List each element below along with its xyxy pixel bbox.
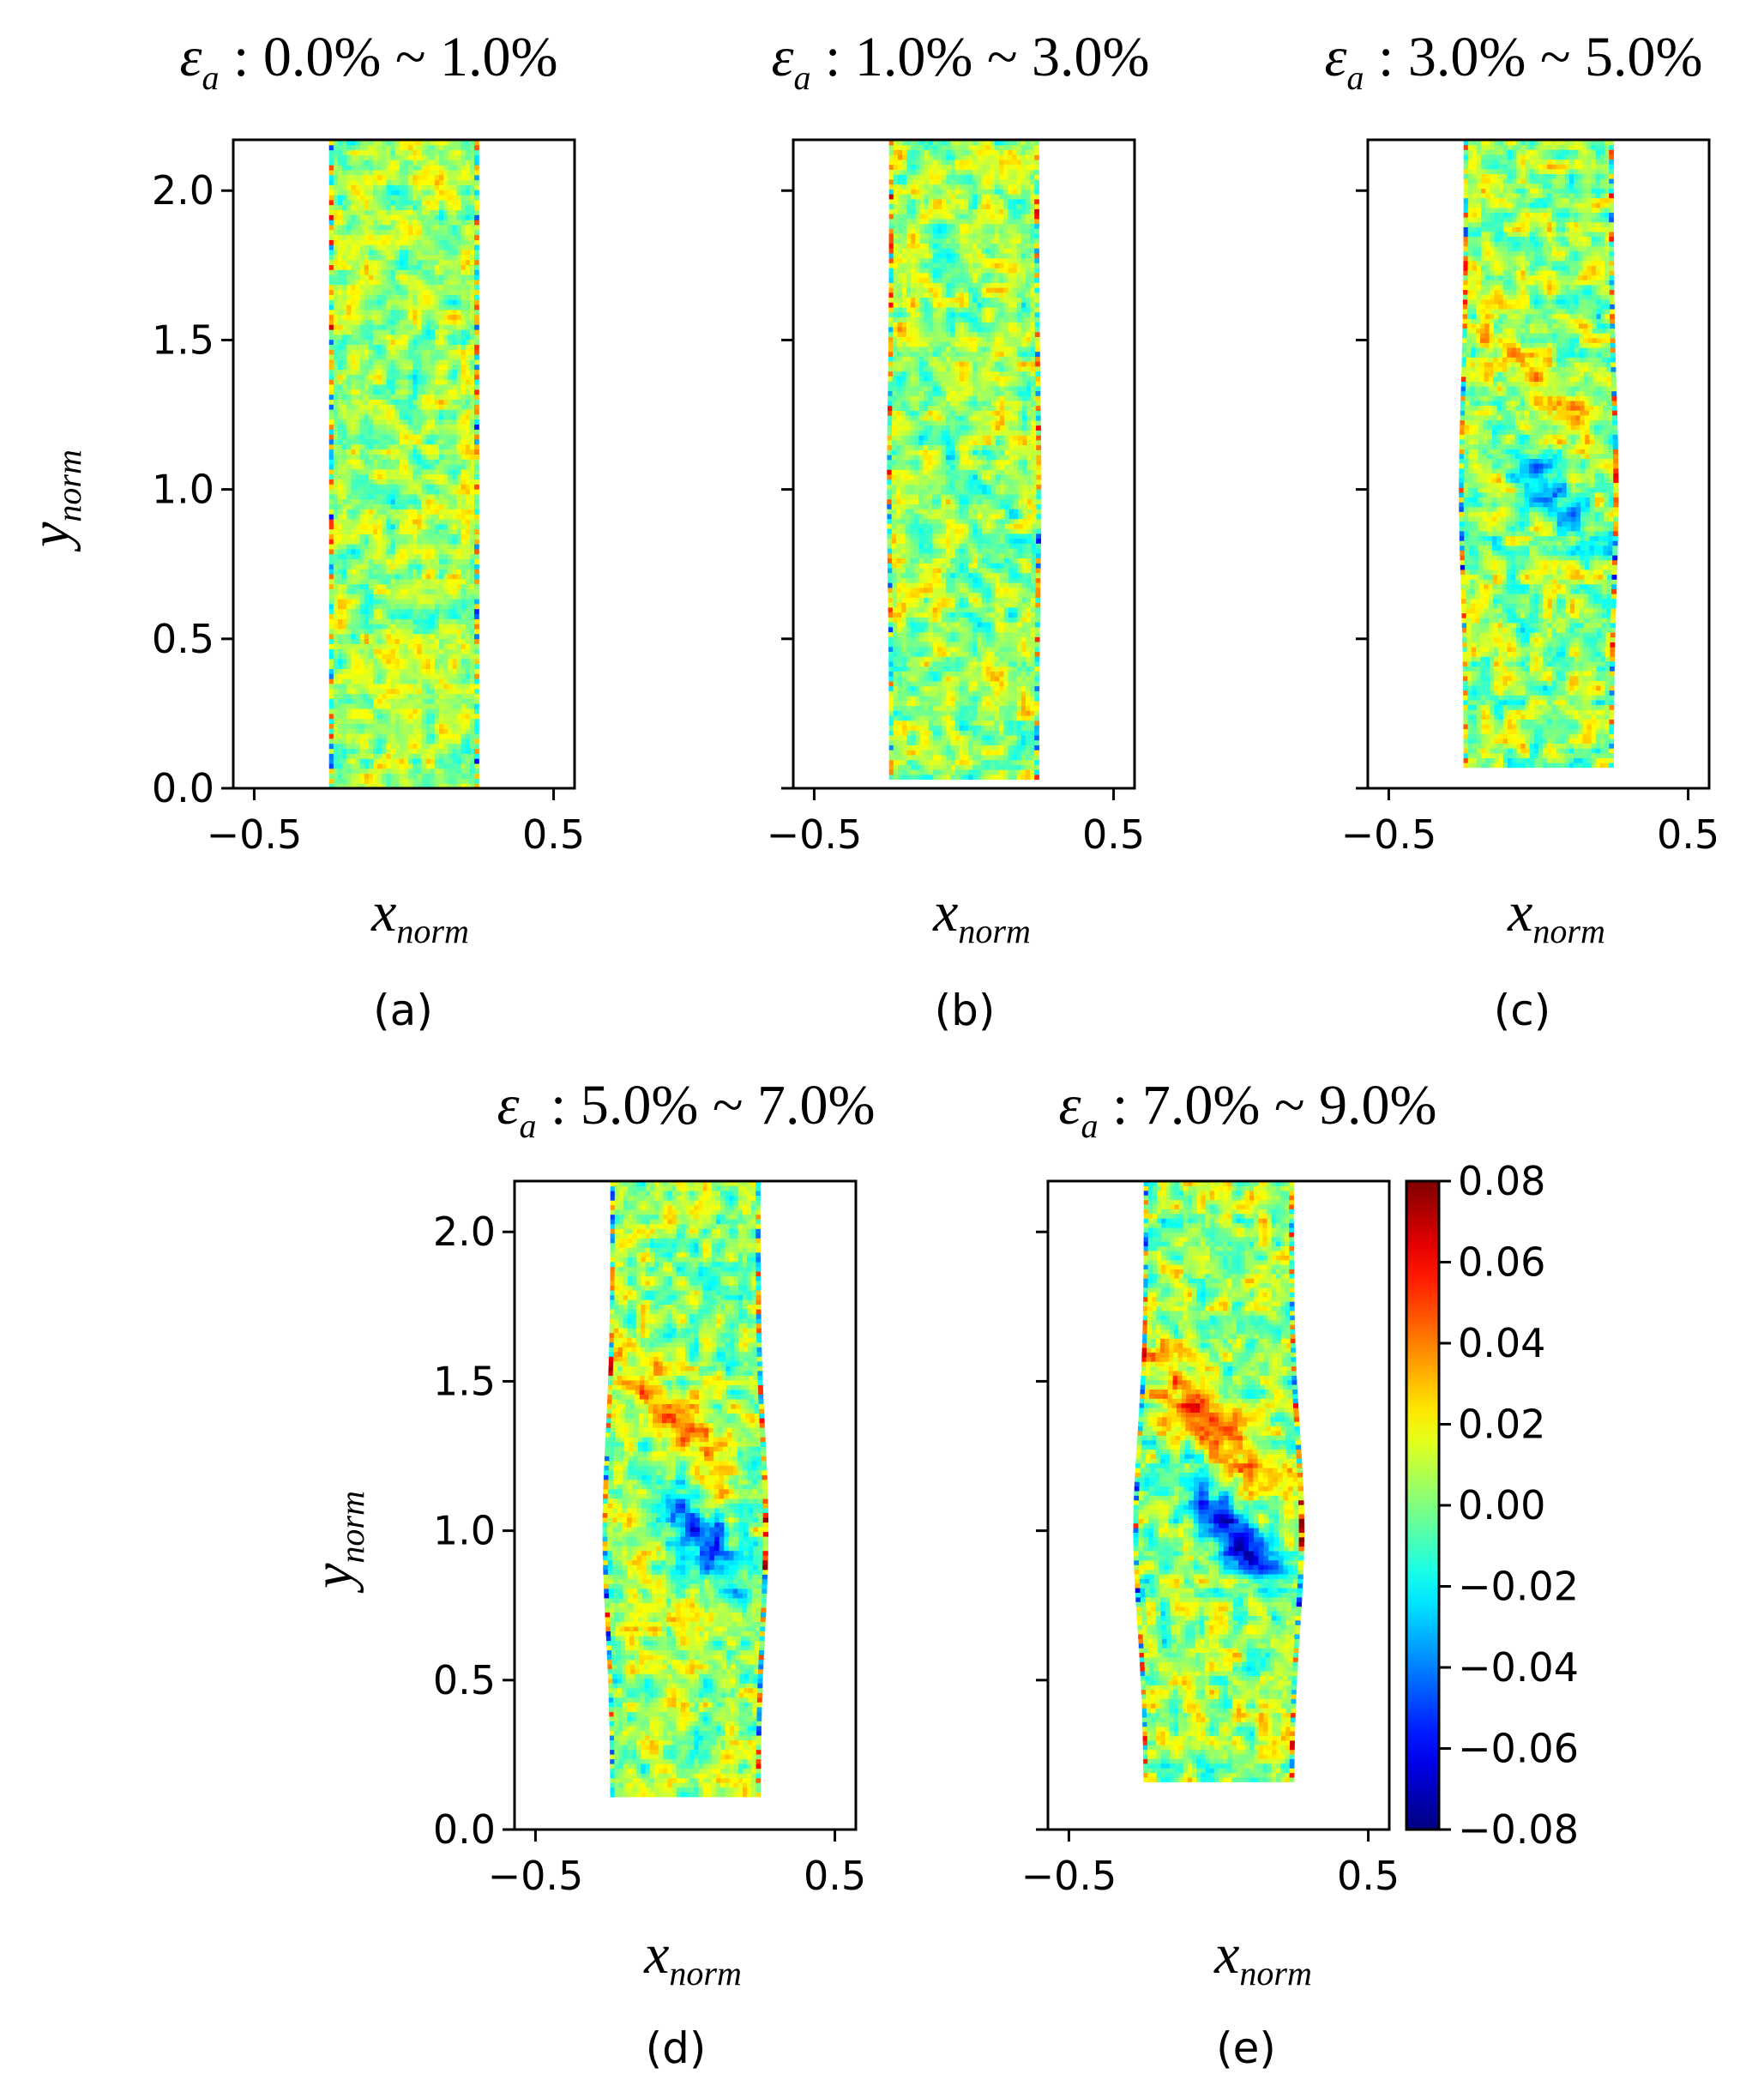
x-tick-label: −0.5: [488, 1853, 584, 1899]
epsilon-subscript: a: [1081, 1106, 1099, 1145]
strain-field: [1133, 1181, 1305, 1782]
strain-field: [602, 1181, 769, 1798]
x-tick-label: −0.5: [1341, 811, 1437, 858]
y-tick-label: 0.5: [433, 1657, 496, 1703]
colorbar-tick-label: −0.08: [1458, 1806, 1579, 1853]
panel-b: −0.5 0.5 xnorm εa : 1.0% ~ 3.0% (b): [767, 26, 1150, 1035]
strain-field: [887, 140, 1042, 781]
epsilon-symbol: ε: [1324, 26, 1346, 88]
axes-frame: [792, 138, 1136, 790]
x-tick-label: −0.5: [767, 811, 863, 858]
colorbar-tick-label: −0.02: [1458, 1564, 1579, 1610]
x-axis-label: xnorm: [1507, 881, 1605, 950]
epsilon-subscript: a: [202, 58, 220, 97]
panel-title: εa : 0.0% ~ 1.0%: [179, 26, 557, 97]
y-axis-subscript: norm: [333, 1491, 371, 1563]
strain-range: : 5.0% ~ 7.0%: [537, 1074, 876, 1136]
x-tick-label: 0.5: [1082, 811, 1145, 858]
y-tick-label: 1.0: [152, 467, 214, 513]
epsilon-subscript: a: [520, 1106, 537, 1145]
panel-label: (e): [1216, 2023, 1276, 2073]
x-axis-subscript: norm: [1239, 1954, 1311, 1993]
y-axis-symbol: y: [19, 521, 81, 552]
panel-title: εa : 1.0% ~ 3.0%: [771, 26, 1149, 97]
strain-field: [328, 140, 479, 788]
panel-label: (b): [935, 986, 996, 1035]
panel-label: (c): [1494, 986, 1551, 1035]
y-axis-subscript: norm: [50, 449, 88, 521]
x-axis-subscript: norm: [1532, 912, 1604, 950]
x-axis-symbol: x: [643, 1923, 669, 1986]
epsilon-symbol: ε: [497, 1074, 519, 1136]
epsilon-subscript: a: [1347, 58, 1364, 97]
axes-frame: [513, 1179, 858, 1831]
y-tick-label: 1.5: [152, 317, 214, 363]
x-tick-label: 0.5: [522, 811, 585, 858]
x-tick-label: 0.5: [1657, 811, 1719, 858]
x-axis-symbol: x: [932, 881, 958, 944]
axes-frame: [1046, 1179, 1391, 1831]
colorbar-tick-label: 0.08: [1458, 1158, 1545, 1204]
x-axis-label: xnorm: [1213, 1923, 1312, 1993]
colorbar-gradient: [1406, 1181, 1439, 1830]
panel-e: −0.5 0.5 xnorm εa : 7.0% ~ 9.0% (e): [1021, 1074, 1437, 2073]
y-tick-label: 2.0: [433, 1209, 496, 1255]
colorbar-tick-label: −0.04: [1458, 1644, 1579, 1691]
x-tick-label: 0.5: [804, 1853, 866, 1899]
colorbar: 0.08 0.06 0.04 0.02 0.00 −0.02 −0.04 −0.06 −0.08: [1405, 1158, 1579, 1853]
colorbar-tick-label: −0.06: [1458, 1726, 1579, 1772]
y-tick-label: 1.5: [433, 1358, 496, 1404]
y-tick-label: 0.0: [433, 1806, 496, 1853]
y-axis-label: ynorm: [19, 449, 88, 552]
epsilon-subscript: a: [794, 58, 811, 97]
panel-title: εa : 7.0% ~ 9.0%: [1058, 1074, 1436, 1145]
x-tick-label: 0.5: [1337, 1853, 1400, 1899]
x-axis-subscript: norm: [669, 1954, 741, 1993]
axes-frame: [232, 138, 576, 790]
y-tick-label: 2.0: [152, 167, 214, 214]
y-axis-symbol: y: [302, 1563, 364, 1594]
x-axis-label: xnorm: [932, 881, 1031, 950]
x-tick-label: −0.5: [207, 811, 303, 858]
panel-c: −0.5 0.5 xnorm εa : 3.0% ~ 5.0% (c): [1324, 26, 1719, 1035]
x-axis-label: xnorm: [370, 881, 469, 950]
epsilon-symbol: ε: [771, 26, 793, 88]
x-tick-label: −0.5: [1021, 1853, 1117, 1899]
colorbar-tick-label: 0.04: [1458, 1320, 1545, 1366]
strain-field: [1459, 140, 1619, 769]
x-axis-subscript: norm: [396, 912, 468, 950]
x-axis-subscript: norm: [958, 912, 1030, 950]
y-tick-label: 1.0: [433, 1508, 496, 1554]
epsilon-symbol: ε: [1058, 1074, 1081, 1136]
panel-title: εa : 5.0% ~ 7.0%: [497, 1074, 875, 1145]
axes-frame: [1366, 138, 1711, 790]
epsilon-symbol: ε: [179, 26, 202, 88]
colorbar-tick-label: 0.06: [1458, 1239, 1545, 1286]
strain-range: : 1.0% ~ 3.0%: [811, 26, 1150, 88]
strain-range: : 3.0% ~ 5.0%: [1364, 26, 1703, 88]
panel-label: (a): [373, 986, 433, 1035]
x-axis-symbol: x: [370, 881, 396, 944]
colorbar-tick-label: 0.00: [1458, 1482, 1545, 1528]
y-tick-label: 0.5: [152, 616, 214, 662]
panel-title: εa : 3.0% ~ 5.0%: [1324, 26, 1702, 97]
x-axis-symbol: x: [1507, 881, 1532, 944]
colorbar-tick-label: 0.02: [1458, 1402, 1545, 1448]
strain-range: : 7.0% ~ 9.0%: [1099, 1074, 1437, 1136]
x-axis-label: xnorm: [643, 1923, 742, 1993]
y-axis-label: ynorm: [302, 1491, 371, 1594]
y-tick-label: 0.0: [152, 765, 214, 811]
panel-label: (d): [646, 2023, 707, 2073]
strain-range: : 0.0% ~ 1.0%: [220, 26, 558, 88]
x-axis-symbol: x: [1213, 1923, 1239, 1986]
